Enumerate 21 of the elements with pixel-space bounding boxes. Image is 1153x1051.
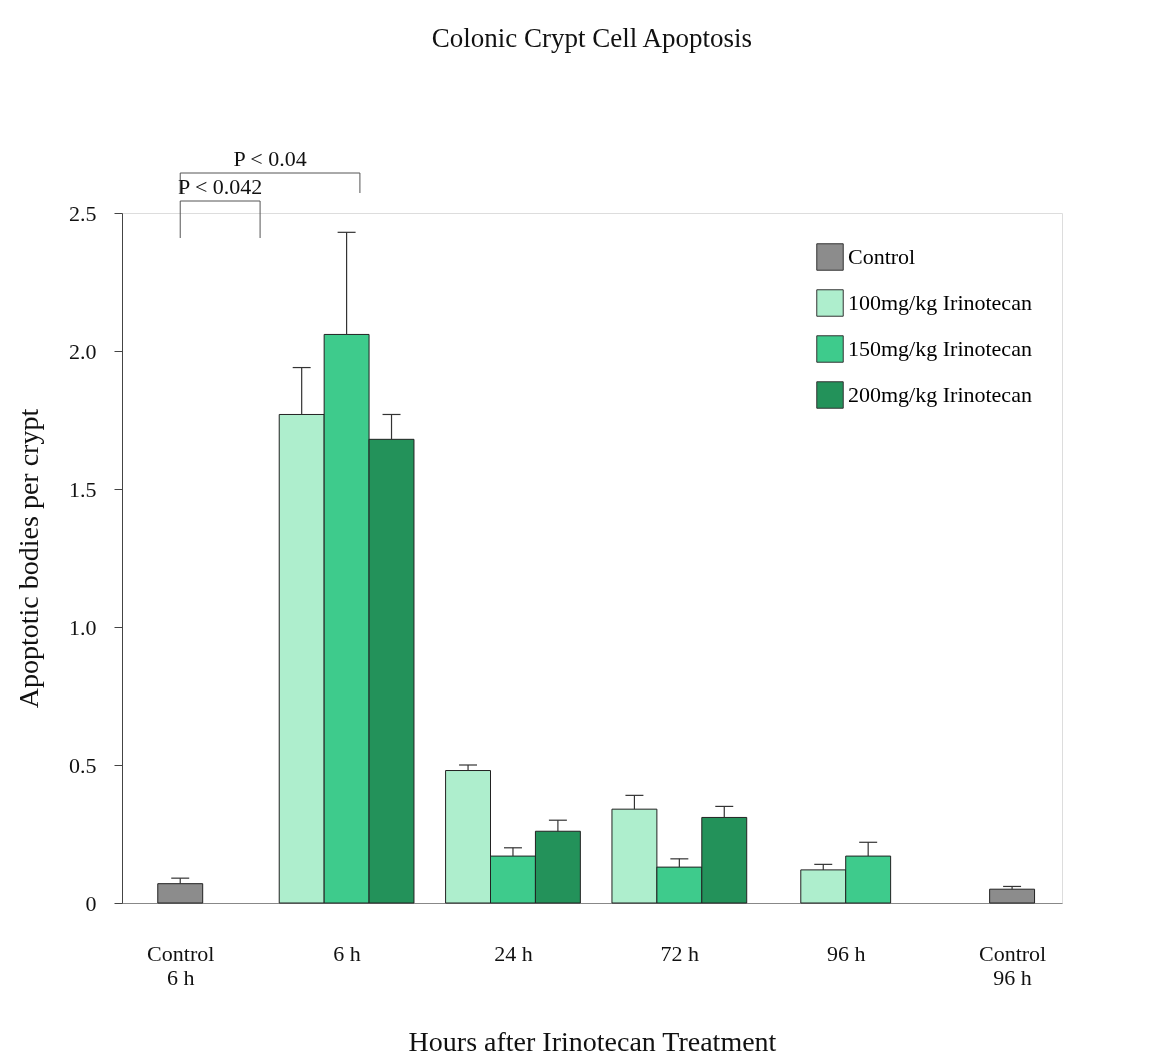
x-tick-label: 72 h — [660, 940, 700, 966]
x-tick-label: 24 h — [494, 940, 533, 966]
x-axis-title: Hours after Irinotecan Treatment — [408, 1025, 777, 1051]
text: P < 0.04 — [233, 146, 307, 171]
x-tick-label: Control 96 h — [978, 940, 1047, 990]
y-tick-label: 1.0 — [69, 614, 97, 640]
legend-label: 150mg/kg Irinotecan — [848, 336, 1032, 361]
y-tick-label: 0.5 — [69, 752, 97, 778]
legend-label: 200mg/kg Irinotecan — [848, 382, 1032, 407]
y-tick-label: 1.5 — [69, 476, 97, 502]
y-axis-title: Apoptotic bodies per crypt — [13, 408, 44, 709]
y-tick-label: 0 — [85, 890, 97, 916]
x-tick-label: Control 6 h — [147, 940, 215, 990]
x-tick-label: 6 h — [333, 940, 361, 966]
y-tick-label: 2.5 — [69, 200, 97, 226]
legend-label: Control — [848, 244, 916, 269]
x-tick-label: 96 h — [826, 940, 866, 966]
y-tick-label: 2.0 — [69, 338, 97, 364]
text: P < 0.042 — [178, 174, 263, 199]
legend-label: 100mg/kg Irinotecan — [848, 290, 1032, 315]
chart-title: Colonic Crypt Cell Apoptosis — [431, 23, 753, 53]
